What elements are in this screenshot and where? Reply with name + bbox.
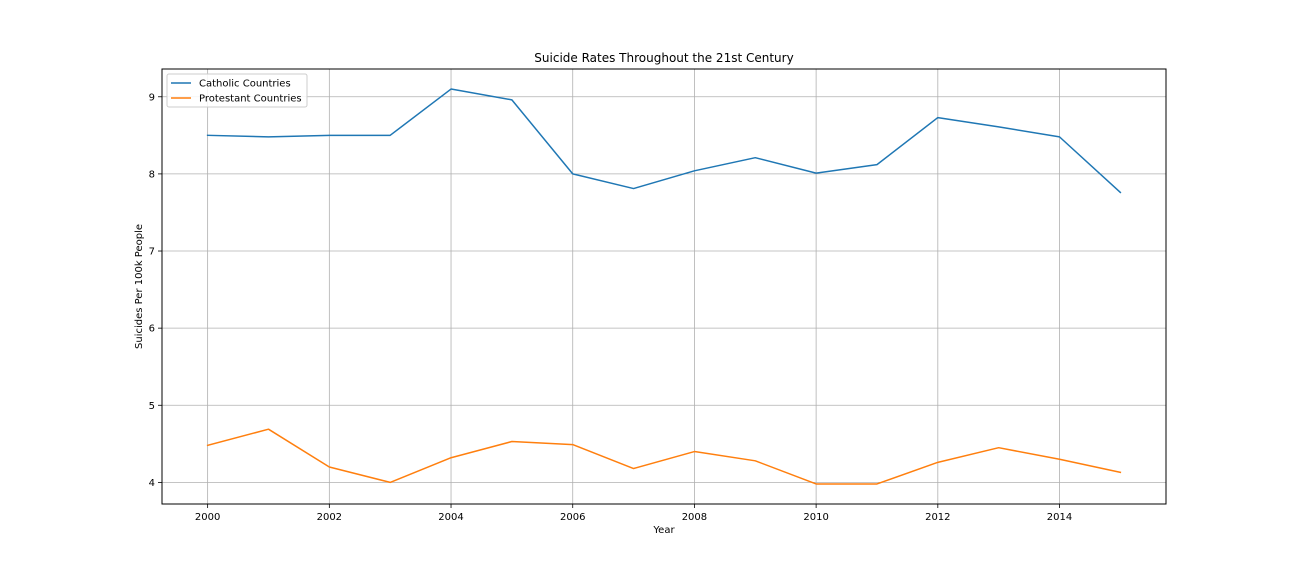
legend-box — [166, 73, 308, 108]
y-tick-label: 5 — [149, 401, 155, 412]
series-line-1 — [206, 428, 1122, 485]
x-tick-label: 2008 — [682, 512, 707, 523]
legend-label-0: Catholic Countries — [199, 79, 291, 90]
y-tick-label: 7 — [149, 247, 155, 258]
y-tick-label: 8 — [149, 169, 155, 180]
x-tick-label: 2000 — [195, 512, 220, 523]
x-tick-label: 2004 — [438, 512, 463, 523]
legend: Catholic Countries Protestant Countries — [166, 73, 308, 108]
x-axis-label: Year — [652, 525, 675, 536]
series-line-0 — [206, 88, 1122, 194]
chart-title: Suicide Rates Throughout the 21st Centur… — [534, 51, 793, 65]
series-layer — [206, 88, 1122, 485]
x-tick-label: 2002 — [317, 512, 342, 523]
x-tick-label: 2006 — [560, 512, 585, 523]
y-tick-label: 6 — [149, 324, 155, 335]
x-tick-label: 2012 — [925, 512, 950, 523]
tick-layer: 2000 2002 2004 2006 2008 2010 2012 2014 4 5 6 7 8 9 — [149, 92, 1073, 523]
x-tick-label: 2014 — [1047, 512, 1072, 523]
legend-label-1: Protestant Countries — [199, 94, 302, 105]
y-tick-label: 4 — [149, 478, 155, 489]
grid-layer — [162, 69, 1166, 504]
y-axis-label: Suicides Per 100k People — [134, 224, 145, 349]
y-tick-label: 9 — [149, 92, 155, 103]
plot-frame — [161, 68, 1167, 505]
x-tick-label: 2010 — [803, 512, 828, 523]
